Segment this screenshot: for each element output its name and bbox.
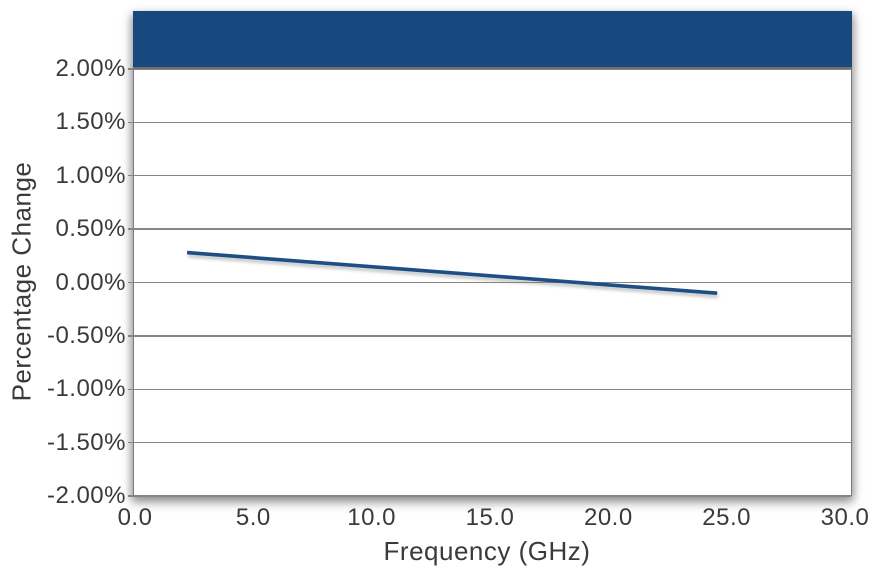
y-tick-label: -0.50% xyxy=(46,321,126,349)
y-tick-label: 0.50% xyxy=(55,215,126,243)
y-axis-tick xyxy=(128,175,134,177)
gridline xyxy=(134,388,851,390)
y-tick-label: -1.00% xyxy=(46,375,126,403)
x-axis-title: Frequency (GHz) xyxy=(383,536,591,566)
gridline xyxy=(134,495,851,497)
y-axis-tick xyxy=(128,281,134,284)
y-axis-tick xyxy=(128,228,134,230)
x-tick-label: 0.0 xyxy=(117,504,153,531)
y-tick-label: 0.00% xyxy=(55,268,126,296)
gridline xyxy=(134,335,851,337)
y-tick-label: 1.50% xyxy=(55,108,126,136)
y-axis-tick xyxy=(128,68,134,70)
x-tick-label: 20.0 xyxy=(583,504,633,531)
y-axis-tick xyxy=(128,441,134,444)
y-tick-label: -1.50% xyxy=(46,428,126,456)
gridline xyxy=(134,441,851,444)
y-axis-tick xyxy=(128,121,134,124)
y-tick-label: 1.00% xyxy=(55,161,126,189)
y-tick-label: 2.00% xyxy=(55,55,126,82)
x-tick-label: 10.0 xyxy=(347,504,397,531)
x-tick-label: 30.0 xyxy=(820,504,870,531)
gridline xyxy=(134,175,851,177)
y-axis-tick xyxy=(128,335,134,337)
y-axis-tick xyxy=(128,495,134,497)
y-tick-label: -2.00% xyxy=(46,482,126,509)
x-tick-label: 25.0 xyxy=(702,504,752,531)
header-band xyxy=(133,11,852,69)
x-tick-label: 15.0 xyxy=(465,504,515,531)
x-tick-label: 5.0 xyxy=(235,504,271,531)
y-axis-tick xyxy=(128,388,134,390)
plot-area xyxy=(133,11,852,496)
gridline xyxy=(134,228,851,230)
gridline xyxy=(134,281,851,284)
gridline xyxy=(134,121,851,124)
y-axis-title: Percentage Change xyxy=(6,161,37,402)
